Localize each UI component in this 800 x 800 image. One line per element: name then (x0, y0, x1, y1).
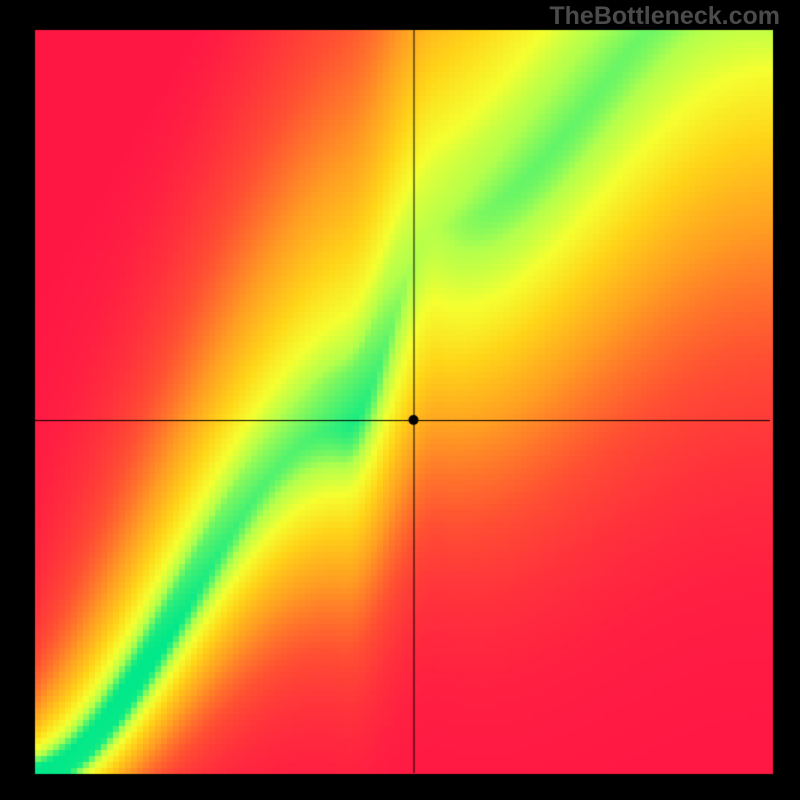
chart-container: TheBottleneck.com (0, 0, 800, 800)
watermark-text: TheBottleneck.com (549, 2, 780, 31)
bottleneck-heatmap (0, 0, 800, 800)
